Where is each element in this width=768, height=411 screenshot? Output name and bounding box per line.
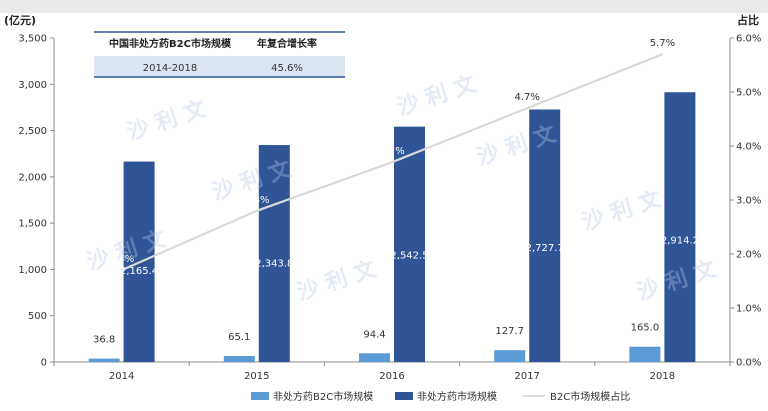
table-header-market: 中国非处方药B2C市场规模 xyxy=(109,37,232,50)
left-tick-label: 3,500 xyxy=(18,34,47,45)
table-cell-period: 2014-2018 xyxy=(143,63,198,74)
share-line xyxy=(121,53,663,272)
left-tick-label: 1,500 xyxy=(18,219,47,230)
label-share-2017: 4.7% xyxy=(514,92,539,103)
share-line-path xyxy=(121,53,663,272)
top-strip xyxy=(0,0,768,13)
x-tick-label: 2016 xyxy=(379,371,404,382)
bars xyxy=(88,92,696,363)
watermark-text: 沙 利 文 xyxy=(124,96,210,146)
left-tick-label: 1,000 xyxy=(18,265,47,276)
legend-label-share: B2C市场规模占比 xyxy=(550,390,630,403)
bar-b2c-2016 xyxy=(359,353,390,362)
left-tick-label: 500 xyxy=(28,311,47,322)
legend-label-b2c: 非处方药B2C市场规模 xyxy=(273,390,373,403)
left-tick-label: 0 xyxy=(41,358,47,369)
label-b2c-2017: 127.7 xyxy=(495,326,524,337)
legend-label-otc: 非处方药市场规模 xyxy=(417,390,497,403)
watermark-text: 沙 利 文 xyxy=(394,71,480,121)
data-labels: 36.8 2,165.4 65.1 2,343.8 94.4 2,542.5 127.7 2,… xyxy=(93,38,699,345)
x-axis-ticks: 2014 2015 2016 2017 2018 xyxy=(53,362,731,382)
label-b2c-2018: 165.0 xyxy=(631,323,660,334)
bar-b2c-2017 xyxy=(494,350,526,362)
left-tick-label: 3,000 xyxy=(18,80,47,91)
label-b2c-2015: 65.1 xyxy=(228,332,250,343)
watermark-text: 沙 利 文 xyxy=(294,256,380,306)
x-tick-label: 2018 xyxy=(650,371,675,382)
x-tick-label: 2015 xyxy=(244,371,269,382)
bar-b2c-2014 xyxy=(88,358,120,362)
right-tick-label: 4.0% xyxy=(736,142,761,153)
right-tick-label: 6.0% xyxy=(736,34,761,45)
bar-otc-2017 xyxy=(529,109,561,362)
left-axis-ticks: 0 500 1,000 1,500 2,000 2,500 3,000 3,500 xyxy=(18,34,54,369)
label-otc-2015: 2,343.8 xyxy=(255,259,293,270)
label-share-2014: 1.7% xyxy=(109,254,134,265)
table-header-cagr: 年复合增长率 xyxy=(257,37,317,50)
right-tick-label: 1.0% xyxy=(736,304,761,315)
table-row-bg xyxy=(94,56,345,77)
label-share-2018: 5.7% xyxy=(650,38,675,49)
right-tick-label: 3.0% xyxy=(736,196,761,207)
bar-otc-2016 xyxy=(394,126,425,362)
right-tick-label: 2.0% xyxy=(736,250,761,261)
left-tick-label: 2,500 xyxy=(18,126,47,137)
label-otc-2018: 2,914.2 xyxy=(661,235,699,246)
label-otc-2014: 2,165.4 xyxy=(120,266,158,277)
bar-b2c-2018 xyxy=(629,346,661,362)
left-axis-title: (亿元) xyxy=(4,13,36,27)
label-share-2015: 2.8% xyxy=(244,195,269,206)
x-tick-label: 2014 xyxy=(109,371,134,382)
right-axis-ticks: 0.0% 1.0% 2.0% 3.0% 4.0% 5.0% 6.0% xyxy=(730,34,761,369)
bar-otc-2015 xyxy=(258,145,290,362)
legend-swatch-b2c xyxy=(251,392,269,400)
label-b2c-2014: 36.8 xyxy=(93,335,115,346)
legend-swatch-otc xyxy=(395,392,413,400)
label-share-2016: 3.7% xyxy=(379,146,404,157)
watermark-text: 沙 利 文 xyxy=(579,186,665,236)
right-axis-title: 占比 xyxy=(737,13,759,27)
table-cell-cagr: 45.6% xyxy=(271,63,303,74)
bar-b2c-2015 xyxy=(223,355,255,362)
label-otc-2016: 2,542.5 xyxy=(390,250,428,261)
summary-table: 中国非处方药B2C市场规模 年复合增长率 2014-2018 45.6% xyxy=(94,31,345,78)
label-b2c-2016: 94.4 xyxy=(363,329,385,340)
right-tick-label: 0.0% xyxy=(736,358,761,369)
legend: 非处方药B2C市场规模 非处方药市场规模 B2C市场规模占比 xyxy=(251,390,630,403)
bar-otc-2018 xyxy=(664,92,696,363)
right-tick-label: 5.0% xyxy=(736,88,761,99)
x-tick-label: 2017 xyxy=(514,371,539,382)
label-otc-2017: 2,727.7 xyxy=(526,243,564,254)
left-tick-label: 2,000 xyxy=(18,172,47,183)
